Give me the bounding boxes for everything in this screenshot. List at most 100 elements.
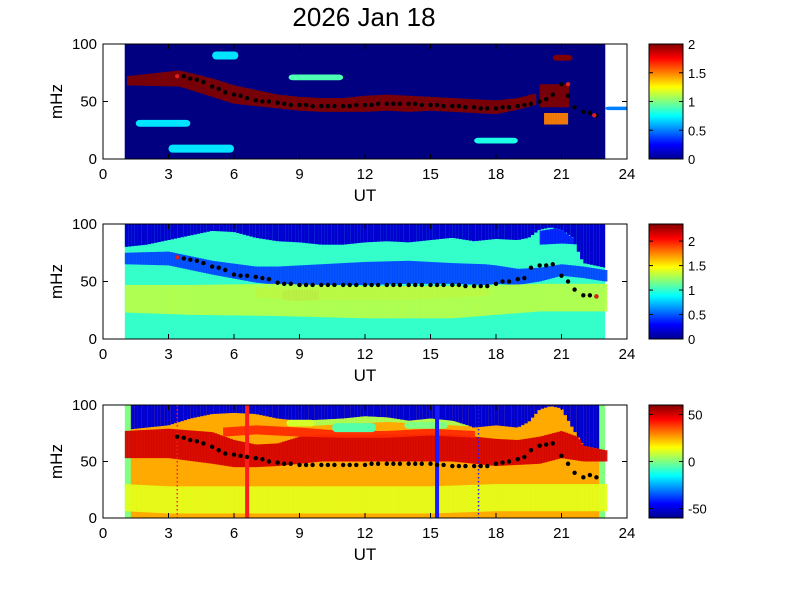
band-3 xyxy=(347,285,351,318)
band-2 xyxy=(465,485,469,513)
band-0 xyxy=(347,262,351,285)
field-column xyxy=(209,224,214,339)
band-2 xyxy=(363,486,367,514)
band-0 xyxy=(397,261,401,285)
field-top xyxy=(370,224,375,243)
field-column xyxy=(563,405,568,518)
field-top xyxy=(255,224,260,239)
band-1 xyxy=(361,430,366,438)
peak-marker xyxy=(194,258,200,263)
band-0 xyxy=(334,263,338,285)
band-1 xyxy=(424,428,428,436)
field-column xyxy=(124,224,129,339)
field-top xyxy=(157,405,162,427)
band-3 xyxy=(464,425,468,427)
band-2 xyxy=(365,486,369,514)
band-0 xyxy=(295,437,299,465)
field-column xyxy=(602,224,606,339)
band-0 xyxy=(397,434,401,462)
field-top xyxy=(144,224,149,245)
band-0 xyxy=(321,434,325,462)
band-2 xyxy=(384,486,388,514)
band-3 xyxy=(515,284,519,314)
band-0 xyxy=(329,263,333,285)
field-top xyxy=(452,224,457,239)
band-4 xyxy=(563,232,567,244)
band-0 xyxy=(544,266,548,281)
band-1 xyxy=(544,84,549,108)
band-3 xyxy=(375,416,379,423)
panel-middle xyxy=(103,224,627,339)
band-0 xyxy=(454,98,458,113)
band-0 xyxy=(253,444,257,468)
band-2 xyxy=(156,485,160,513)
field-top xyxy=(465,405,470,426)
band-0 xyxy=(407,260,411,284)
peak-marker xyxy=(581,109,586,115)
band-0 xyxy=(247,88,251,106)
field-top xyxy=(550,224,555,228)
band-2 xyxy=(499,484,503,512)
field-top xyxy=(151,405,155,427)
band-3 xyxy=(341,418,345,425)
field-top xyxy=(570,405,575,427)
band-0 xyxy=(342,263,346,285)
field-top xyxy=(147,224,152,245)
band-0 xyxy=(166,428,170,459)
field-top xyxy=(344,224,349,245)
band-1 xyxy=(555,84,559,108)
band-3 xyxy=(234,284,238,316)
band-0 xyxy=(161,72,165,87)
band-0 xyxy=(504,439,508,466)
peak-marker xyxy=(572,470,577,475)
band-0 xyxy=(274,443,278,467)
band-3 xyxy=(320,419,324,426)
field-top xyxy=(383,405,388,418)
field-top xyxy=(406,224,411,243)
band-0 xyxy=(473,436,477,464)
band-2 xyxy=(502,484,506,512)
field-top xyxy=(131,224,136,247)
field-top xyxy=(550,405,555,407)
field-top xyxy=(262,224,267,240)
field-top xyxy=(295,224,299,243)
band-3 xyxy=(502,284,506,315)
band-1 xyxy=(238,426,242,436)
band-3 xyxy=(192,284,197,315)
field-top xyxy=(337,224,342,245)
peak-marker xyxy=(303,102,309,108)
band-3 xyxy=(171,284,176,315)
band-1 xyxy=(411,429,415,437)
band-0 xyxy=(399,260,404,284)
field-top xyxy=(491,405,496,426)
field-top xyxy=(580,405,584,443)
band-3 xyxy=(425,418,429,425)
band-2 xyxy=(310,486,314,514)
band-3 xyxy=(528,284,532,313)
band-0 xyxy=(245,265,249,281)
field-top xyxy=(219,405,224,414)
peak-marker xyxy=(216,448,221,453)
band-0 xyxy=(266,266,270,284)
field-top xyxy=(196,224,201,234)
x-tick-label: 24 xyxy=(619,346,636,363)
peak-marker xyxy=(282,281,287,286)
field-top xyxy=(187,405,191,420)
field-column xyxy=(593,224,597,339)
field-top xyxy=(226,405,231,414)
field-column xyxy=(170,405,175,518)
band-2 xyxy=(185,486,189,514)
band-1 xyxy=(388,430,392,438)
field-column xyxy=(141,405,145,518)
band-0 xyxy=(371,261,375,285)
colorbar-tick-label: 0.5 xyxy=(688,123,706,138)
field-column xyxy=(586,224,591,339)
band-2 xyxy=(179,486,183,514)
band-3 xyxy=(401,419,405,423)
band-3 xyxy=(354,417,358,424)
band-1 xyxy=(456,430,460,437)
band-2 xyxy=(410,486,414,514)
band-2 xyxy=(279,486,283,514)
peak-marker xyxy=(201,260,206,266)
field-top xyxy=(508,224,512,240)
